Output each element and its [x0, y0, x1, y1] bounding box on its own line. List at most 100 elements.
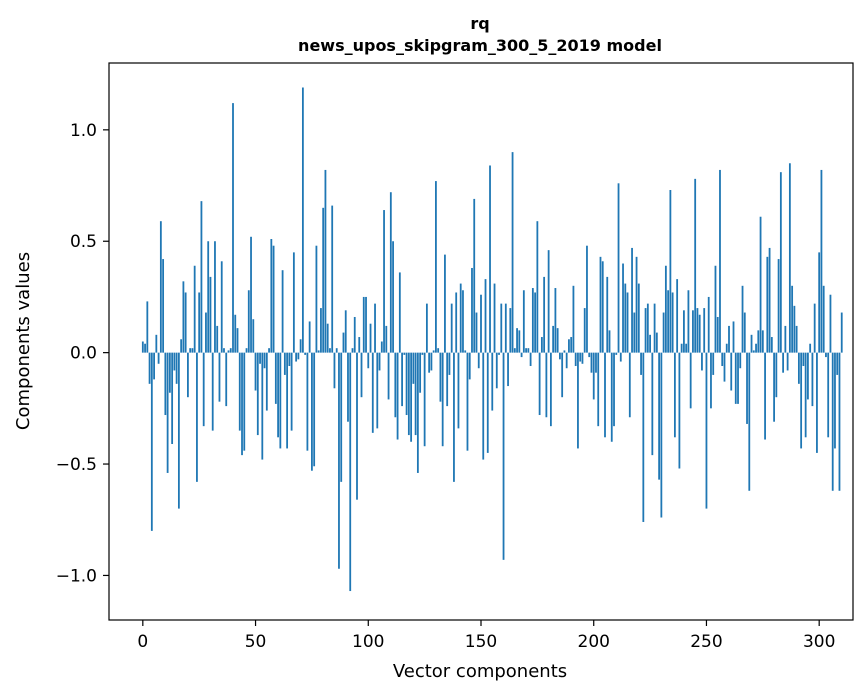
bar-116 — [403, 352, 406, 355]
bar-54 — [263, 352, 266, 369]
bar-198 — [588, 352, 591, 358]
bar-11 — [166, 352, 169, 473]
bar-153 — [486, 352, 489, 453]
bar-309 — [838, 352, 841, 491]
bar-109 — [387, 352, 390, 400]
bar-167 — [518, 330, 521, 353]
bar-102 — [371, 352, 374, 433]
bar-0 — [141, 341, 144, 353]
x-axis-label: Vector components — [393, 661, 567, 682]
bar-93 — [351, 348, 354, 353]
bar-30 — [209, 276, 212, 353]
bar-61 — [279, 352, 282, 449]
bar-146 — [471, 267, 473, 353]
bar-104 — [376, 352, 379, 429]
bar-49 — [252, 319, 255, 353]
bar-282 — [777, 259, 780, 353]
bar-303 — [825, 352, 827, 358]
bar-144 — [466, 352, 469, 451]
bar-118 — [407, 352, 410, 436]
bar-222 — [642, 352, 645, 522]
bar-115 — [401, 352, 403, 407]
bar-192 — [574, 352, 577, 367]
bar-158 — [498, 352, 500, 355]
bar-260 — [728, 325, 730, 353]
bar-57 — [270, 239, 273, 353]
bar-205 — [604, 352, 606, 438]
bar-87 — [338, 352, 340, 569]
bar-172 — [529, 352, 532, 367]
bar-183 — [554, 288, 557, 353]
bar-243 — [689, 352, 692, 409]
bar-72 — [304, 352, 307, 355]
bar-242 — [687, 290, 690, 353]
y-tick-label: −1.0 — [56, 566, 97, 586]
bar-46 — [245, 348, 248, 353]
bar-111 — [392, 241, 394, 353]
bar-77 — [315, 245, 318, 353]
bar-214 — [624, 283, 627, 353]
bar-136 — [448, 352, 451, 375]
bar-203 — [599, 256, 602, 353]
bars-layer — [141, 87, 843, 592]
bar-259 — [725, 343, 728, 353]
bar-189 — [568, 339, 570, 353]
bar-106 — [380, 341, 383, 353]
bar-202 — [597, 352, 600, 427]
bar-114 — [398, 272, 401, 353]
bar-265 — [739, 352, 742, 369]
bar-69 — [297, 352, 300, 360]
bar-174 — [534, 292, 537, 353]
bar-194 — [579, 352, 582, 362]
bar-34 — [218, 352, 221, 402]
bar-274 — [759, 216, 762, 353]
bar-200 — [592, 352, 595, 400]
bar-50 — [254, 352, 257, 391]
bar-287 — [788, 163, 791, 353]
y-axis: −1.0 −0.5 0.0 0.5 1.0 — [56, 121, 109, 586]
bar-76 — [313, 352, 316, 467]
bar-288 — [791, 285, 794, 353]
x-tick-label: 100 — [352, 632, 384, 652]
bar-307 — [834, 352, 836, 449]
y-axis-label: Components values — [13, 252, 34, 430]
bar-135 — [446, 352, 449, 407]
bar-263 — [734, 352, 737, 404]
bar-204 — [601, 261, 604, 353]
bar-126 — [425, 303, 428, 353]
bar-92 — [349, 352, 352, 592]
bar-233 — [667, 290, 670, 353]
bar-251 — [707, 296, 710, 353]
bar-119 — [410, 352, 413, 442]
bar-237 — [676, 279, 679, 353]
bar-132 — [439, 352, 442, 402]
x-tick-label: 300 — [803, 632, 835, 652]
bar-122 — [416, 352, 419, 473]
bar-240 — [683, 310, 685, 353]
bar-164 — [511, 152, 514, 353]
bar-285 — [784, 325, 787, 353]
bar-211 — [617, 183, 620, 353]
bar-16 — [177, 352, 180, 509]
bar-191 — [572, 285, 575, 353]
bar-199 — [590, 352, 593, 373]
bar-2 — [146, 301, 149, 353]
bar-151 — [482, 352, 485, 460]
bar-60 — [277, 352, 279, 438]
bar-100 — [367, 352, 370, 369]
bar-280 — [773, 352, 775, 422]
bar-62 — [281, 270, 284, 353]
bar-170 — [525, 348, 527, 353]
bar-239 — [680, 343, 683, 353]
bar-235 — [671, 292, 674, 353]
bar-137 — [450, 303, 453, 353]
bar-209 — [613, 352, 615, 427]
bar-43 — [238, 352, 241, 431]
bar-224 — [646, 303, 649, 353]
bar-95 — [356, 352, 358, 500]
bar-121 — [414, 352, 417, 436]
bar-42 — [236, 328, 239, 353]
bar-271 — [752, 350, 755, 353]
bar-20 — [187, 352, 189, 398]
bar-38 — [227, 350, 230, 353]
